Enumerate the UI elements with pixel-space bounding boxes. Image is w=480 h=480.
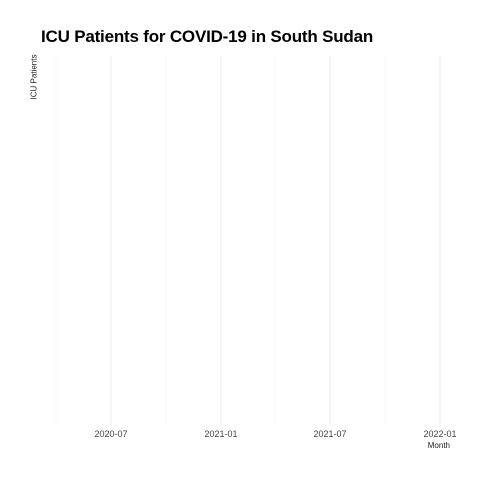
x-tick-label-2: 2021-07 — [313, 429, 346, 439]
chart-title: ICU Patients for COVID-19 in South Sudan — [41, 27, 374, 46]
x-tick-labels: 2020-07 2021-01 2021-07 2022-01 — [94, 429, 456, 439]
grid-lines — [55, 56, 441, 426]
x-tick-label-1: 2021-01 — [204, 429, 237, 439]
x-axis-label: Month — [427, 441, 450, 450]
x-tick-label-3: 2022-01 — [423, 429, 456, 439]
x-tick-label-0: 2020-07 — [94, 429, 127, 439]
